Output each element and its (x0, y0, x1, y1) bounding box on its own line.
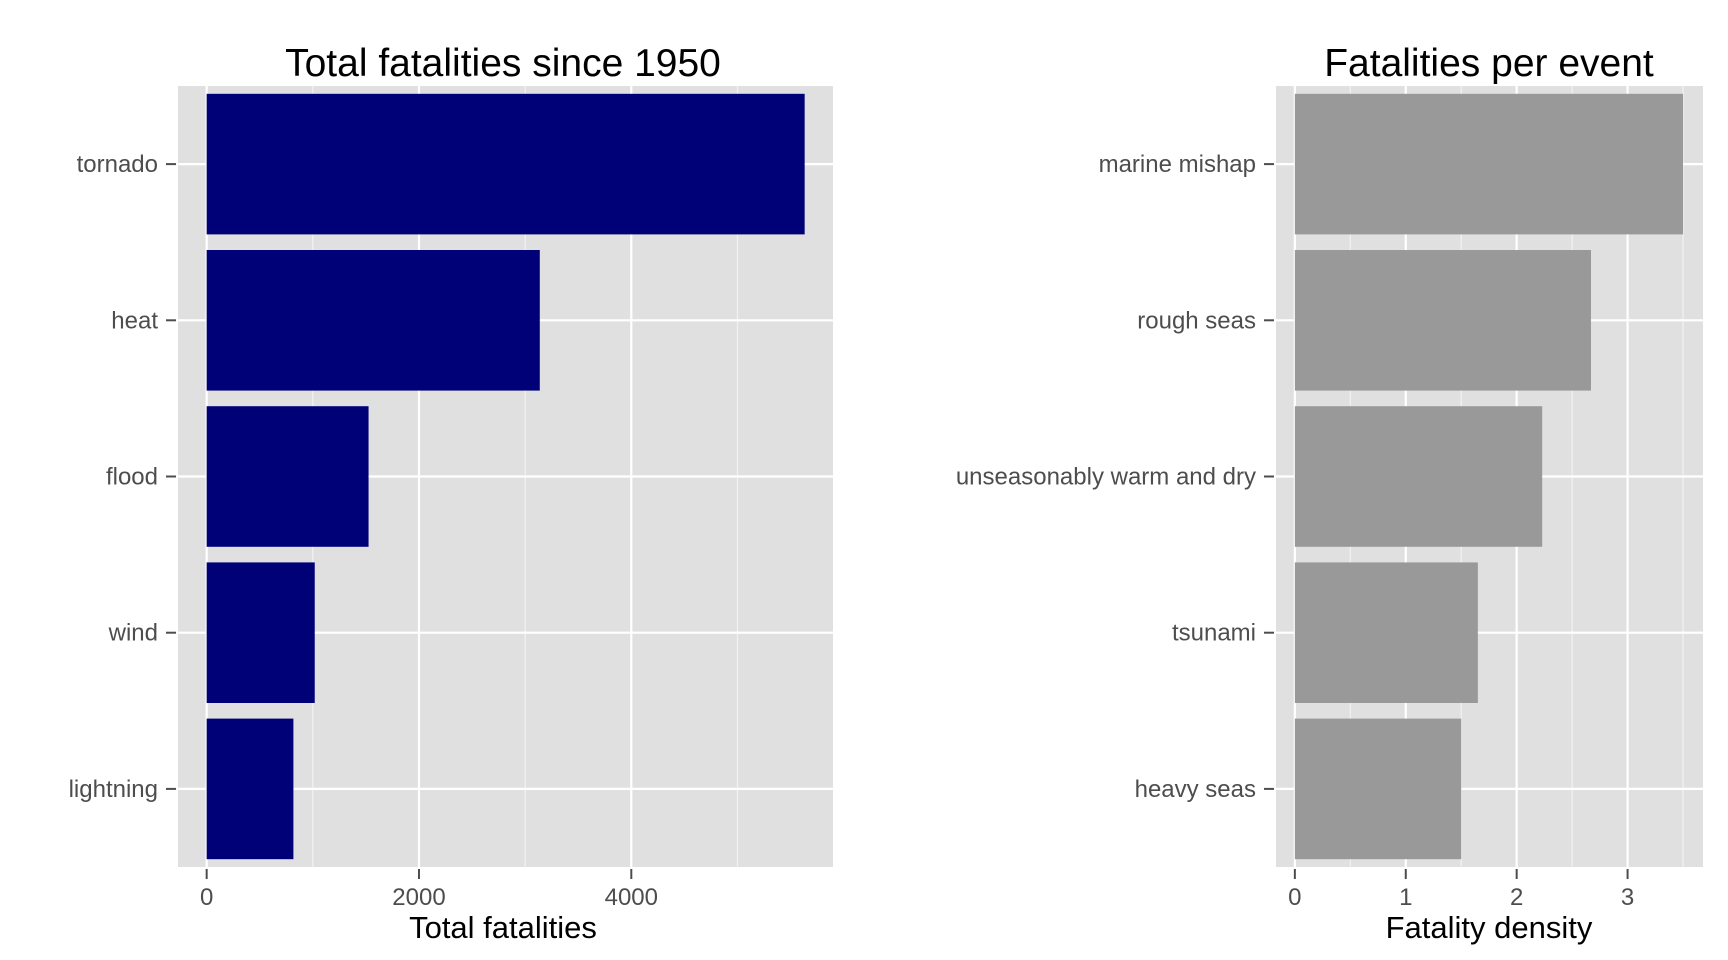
x-tick-label: 0 (1288, 884, 1301, 911)
x-axis-title: Total fatalities (409, 910, 597, 945)
y-tick-label: tornado (77, 151, 158, 178)
bar-heavy-seas (1294, 718, 1462, 860)
x-tick-label: 3 (1621, 884, 1634, 911)
x-axis: 0 1 2 3 (1288, 869, 1634, 911)
chart-title: Total fatalities since 1950 (285, 42, 721, 85)
bar-wind (206, 562, 315, 703)
x-tick-label: 4000 (605, 884, 658, 911)
bar-lightning (206, 718, 294, 860)
y-tick-label: marine mishap (1099, 151, 1256, 178)
y-tick-label: tsunami (1172, 620, 1256, 647)
y-tick-label: heavy seas (1135, 776, 1256, 803)
bar-unseasonably-warm-and-dry (1294, 406, 1543, 547)
bars (1294, 93, 1684, 860)
x-tick-label: 1 (1399, 884, 1412, 911)
bars (206, 93, 805, 860)
x-tick-label: 2000 (392, 884, 445, 911)
y-tick-label: unseasonably warm and dry (956, 464, 1256, 491)
y-tick-label: lightning (69, 776, 158, 803)
x-axis-title: Fatality density (1386, 910, 1593, 945)
bar-tornado (206, 93, 805, 235)
y-tick-label: wind (108, 620, 158, 647)
fatalities-per-event-chart: Fatalities per event marine mishap rough … (956, 42, 1703, 945)
chart-title: Fatalities per event (1324, 42, 1654, 85)
y-tick-label: rough seas (1137, 307, 1256, 334)
y-axis: marine mishap rough seas unseasonably warm… (956, 151, 1274, 803)
y-tick-label: heat (111, 307, 158, 334)
y-axis: tornado heat flood wind lightning (69, 151, 176, 803)
bar-rough-seas (1294, 250, 1591, 391)
total-fatalities-chart: Total fatalities since 1950 tornado heat f… (69, 42, 833, 945)
y-tick-label: flood (106, 464, 158, 491)
bar-tsunami (1294, 562, 1478, 703)
bar-heat (206, 250, 540, 391)
x-tick-label: 2 (1510, 884, 1523, 911)
x-tick-label: 0 (200, 884, 213, 911)
bar-marine-mishap (1294, 93, 1684, 235)
x-axis: 0 2000 4000 (200, 869, 658, 911)
bar-flood (206, 406, 369, 547)
